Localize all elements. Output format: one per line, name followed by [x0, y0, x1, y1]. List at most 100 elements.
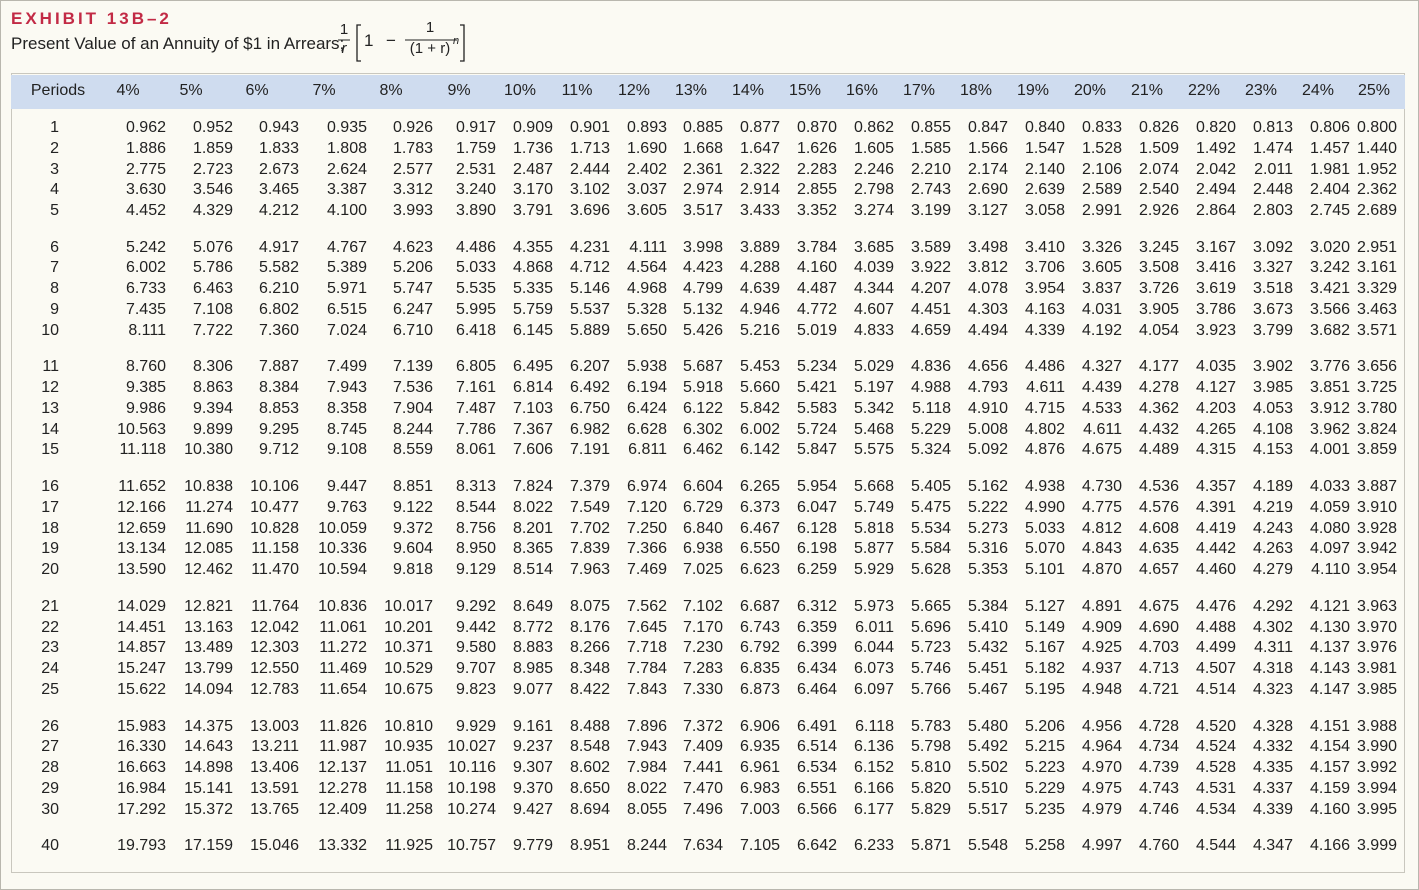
factor: 4.988: [910, 379, 951, 397]
factor: 4.357: [1195, 478, 1236, 496]
factor: 3.416: [1195, 259, 1236, 277]
factor: 4.767: [326, 238, 367, 256]
factor: 6.434: [796, 660, 837, 678]
bracket: [356, 24, 361, 62]
factor: 8.061: [455, 441, 496, 459]
factor: 3.630: [125, 181, 166, 199]
factor: 2.743: [910, 181, 951, 199]
factor: 3.682: [1309, 321, 1350, 339]
factor: 2.448: [1252, 181, 1293, 199]
bracket: [460, 24, 465, 62]
factor: 1.808: [326, 139, 367, 157]
factor: 4.163: [1024, 300, 1065, 318]
factor: 3.673: [1252, 300, 1293, 318]
factor: 10.059: [318, 519, 367, 537]
factor: 5.242: [125, 238, 166, 256]
factor: 4.127: [1195, 379, 1236, 397]
period: 9: [50, 300, 59, 318]
factor: 14.857: [117, 639, 166, 657]
factor: 11.469: [319, 660, 367, 678]
factor: 4.054: [1138, 321, 1179, 339]
column-header: 7%: [312, 82, 336, 99]
factor: 7.161: [455, 379, 496, 397]
factor: 2.914: [739, 181, 780, 199]
factor: 13.163: [184, 618, 233, 636]
factor: 0.901: [569, 119, 610, 136]
factor: 4.533: [1081, 399, 1122, 417]
factor: 7.283: [682, 660, 723, 678]
factor: 6.938: [682, 540, 723, 558]
factor: 6.207: [569, 358, 610, 376]
factor: 5.421: [796, 379, 837, 397]
factor: 8.950: [455, 540, 496, 558]
factor: 1.783: [392, 139, 433, 157]
factor: 4.968: [626, 280, 667, 298]
factor: 4.876: [1024, 441, 1065, 459]
factor: 5.938: [626, 358, 667, 376]
factor: 1.605: [853, 139, 894, 157]
factor: 3.786: [1195, 300, 1236, 318]
factor: 4.476: [1195, 597, 1236, 615]
factor: 0.840: [1024, 119, 1065, 136]
factor: 4.292: [1252, 597, 1293, 615]
factor: 7.784: [626, 660, 667, 678]
factor: 13.489: [184, 639, 233, 657]
factor: 3.058: [1024, 202, 1065, 219]
factor: 4.097: [1309, 540, 1350, 558]
formula-one: 1: [364, 31, 374, 50]
factor: 9.129: [455, 561, 496, 579]
column-header: 24%: [1301, 82, 1335, 99]
factor: 5.070: [1024, 540, 1065, 558]
period: 17: [41, 498, 59, 516]
factor: 2.531: [455, 160, 496, 178]
factor: 2.689: [1356, 202, 1397, 219]
column-header: 16%: [845, 82, 879, 99]
factor: 2.361: [682, 160, 723, 178]
factor: 7.963: [569, 561, 610, 579]
factor: 4.675: [1081, 441, 1122, 459]
factor: 5.216: [739, 321, 780, 339]
factor: 6.047: [796, 498, 837, 516]
factor: 5.696: [910, 618, 951, 636]
factor: 9.122: [392, 498, 433, 516]
factor: 0.806: [1309, 119, 1350, 136]
factor: 3.167: [1195, 238, 1236, 256]
factor: 0.885: [682, 119, 723, 136]
factor: 10.836: [318, 597, 367, 615]
column-header: 13%: [674, 82, 708, 99]
factor: 12.783: [250, 680, 299, 698]
column-header: 4%: [116, 82, 140, 99]
factor: 8.244: [392, 420, 433, 438]
factor: 5.033: [1024, 519, 1065, 537]
period: 28: [41, 759, 59, 776]
factor: 0.935: [326, 119, 367, 136]
factor: 3.890: [455, 202, 496, 219]
factor: 12.085: [184, 540, 233, 558]
factor: 5.324: [910, 441, 951, 459]
factor: 3.589: [910, 238, 951, 256]
factor: 7.536: [392, 379, 433, 397]
period: 14: [41, 420, 59, 438]
formula-inner-num: 1: [425, 19, 435, 36]
factor: 1.833: [258, 139, 299, 157]
factor: 4.033: [1309, 478, 1350, 496]
factor: 6.463: [192, 280, 233, 298]
factor: 5.628: [910, 561, 951, 579]
factor: 3.859: [1356, 441, 1397, 459]
factor: 1.668: [682, 139, 723, 157]
factor: 3.837: [1081, 280, 1122, 298]
factor: 3.518: [1252, 280, 1293, 298]
factor: 5.575: [853, 441, 894, 459]
factor: 3.998: [682, 238, 723, 256]
factor: 5.410: [967, 618, 1008, 636]
factor: 10.838: [184, 478, 233, 496]
factor: 10.563: [117, 420, 166, 438]
factor: 4.488: [1195, 618, 1236, 636]
factor: 2.803: [1252, 202, 1293, 219]
factor: 7.562: [626, 597, 667, 615]
factor: 0.847: [967, 119, 1008, 136]
factor: 4.327: [1081, 358, 1122, 376]
factor: 6.418: [455, 321, 496, 339]
factor: 8.756: [455, 519, 496, 537]
factor: 10.477: [250, 498, 299, 516]
